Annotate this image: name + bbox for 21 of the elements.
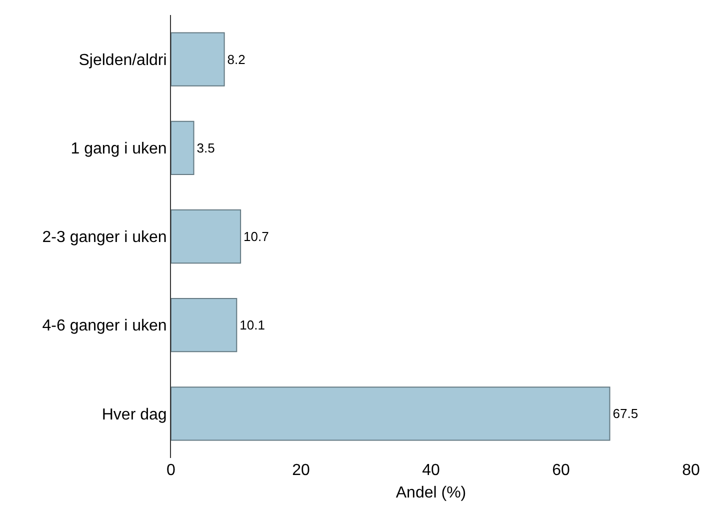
bar bbox=[171, 120, 194, 175]
y-tick-label: 4-6 ganger i uken bbox=[42, 318, 167, 335]
y-tick-label: 1 gang i uken bbox=[70, 140, 167, 158]
x-tick-label: 0 bbox=[166, 462, 176, 479]
x-tick-label: 40 bbox=[422, 462, 440, 479]
bar bbox=[171, 298, 238, 352]
y-tick-label: 2-3 ganger i uken bbox=[42, 229, 167, 246]
bar bbox=[171, 209, 242, 264]
data-label: 8.2 bbox=[227, 52, 246, 67]
y-tick-label: Hver dag bbox=[102, 406, 167, 424]
data-label: 3.5 bbox=[196, 140, 215, 156]
x-axis-title: Andel (%) bbox=[396, 484, 466, 502]
x-tick-label: 60 bbox=[552, 462, 570, 479]
bar bbox=[171, 32, 225, 86]
x-tick-label: 20 bbox=[292, 462, 310, 479]
x-tick-label: 80 bbox=[682, 462, 700, 479]
data-label: 10.1 bbox=[240, 318, 265, 333]
data-label: 67.5 bbox=[612, 406, 638, 422]
data-label: 10.7 bbox=[244, 229, 269, 244]
bar bbox=[171, 386, 610, 441]
y-tick-label: Sjelden/aldri bbox=[78, 52, 167, 69]
